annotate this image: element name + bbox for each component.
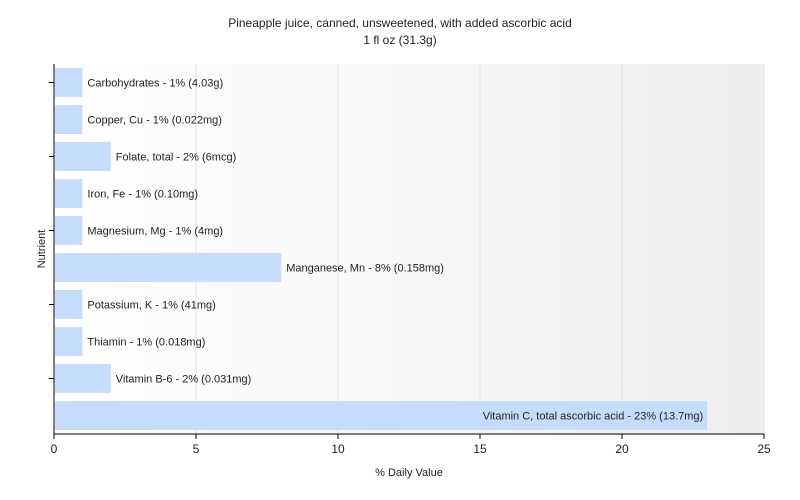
bar-label-6: Potassium, K - 1% (41mg) [87,300,215,312]
bars: Carbohydrates - 1% (4.03g) Copper, Cu - 1… [55,68,708,430]
plot-area [54,64,764,434]
bar-2 [55,142,111,171]
bar-label-9: Vitamin C, total ascorbic acid - 23% (13… [483,411,704,423]
bar-label-0: Carbohydrates - 1% (4.03g) [87,78,223,90]
x-axis-title: % Daily Value [375,467,443,479]
x-tick-label-5: 25 [757,442,771,456]
bar-9 [55,401,708,430]
bar-label-2: Folate, total - 2% (6mcg) [116,152,236,164]
x-tick-label-2: 10 [331,442,345,456]
bar-label-4: Magnesium, Mg - 1% (4mg) [87,226,223,238]
bar-label-7: Thiamin - 1% (0.018mg) [87,337,205,349]
bar-4 [55,216,83,245]
bar-3 [55,179,83,208]
bar-1 [55,105,83,134]
x-tick-label-3: 15 [473,442,487,456]
x-tick-label-0: 0 [51,442,58,456]
x-tick-label-4: 20 [615,442,629,456]
bar-label-5: Manganese, Mn - 8% (0.158mg) [286,263,444,275]
bar-label-8: Vitamin B-6 - 2% (0.031mg) [116,374,252,386]
chart-title: Pineapple juice, canned, unsweetened, wi… [228,16,572,30]
gridlines [195,64,765,434]
bar-0 [55,68,83,97]
bar-8 [55,364,111,393]
chart-subtitle: 1 fl oz (31.3g) [363,33,436,47]
y-axis-title: Nutrient [36,230,48,269]
x-tick-label-1: 5 [193,442,200,456]
bar-label-3: Iron, Fe - 1% (0.10mg) [87,189,198,201]
bar-6 [55,290,83,319]
bar-7 [55,327,83,356]
axes: 0 5 10 15 20 25 [49,64,771,456]
bar-5 [55,253,282,282]
bar-label-1: Copper, Cu - 1% (0.022mg) [87,115,222,127]
